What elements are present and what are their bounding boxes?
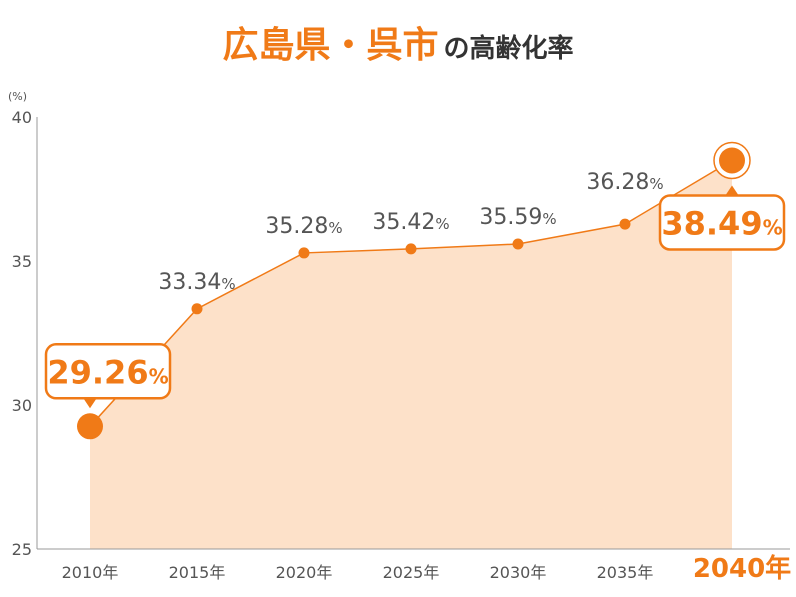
x-tick-label-3: 2025年 (383, 563, 440, 582)
value-callout-0 (44, 343, 172, 400)
point-4 (512, 238, 524, 250)
x-tick-label-5: 2035年 (597, 563, 654, 582)
x-tick-label-2: 2020年 (276, 563, 333, 582)
y-tick-label-30: 30 (12, 396, 32, 415)
point-0 (77, 413, 103, 440)
x-tick-label-6: 2040年 (693, 553, 791, 584)
callout-pointer-6 (726, 185, 738, 195)
y-tick-label-40: 40 (12, 108, 32, 127)
y-axis-unit: (%) (8, 90, 27, 103)
value-label-5: 36.28% (586, 170, 663, 195)
value-label-0: 29.26% (47, 353, 168, 391)
value-label-2: 35.28% (265, 214, 342, 239)
chart-title-sub: の高齢化率 (443, 34, 574, 64)
value-label-4: 35.59% (479, 205, 556, 230)
point-3 (405, 243, 417, 255)
chart-title: 広島県・呉市 の高齢化率 (0, 16, 796, 68)
x-tick-label-4: 2030年 (490, 563, 547, 582)
point-2 (298, 247, 310, 259)
value-label-3: 35.42% (372, 210, 449, 235)
chart-title-main: 広島県・呉市 (222, 25, 439, 66)
point-1 (191, 303, 203, 315)
x-tick-label-0: 2010年 (62, 563, 119, 582)
point-6 (719, 147, 745, 174)
callout-pointer-0 (84, 399, 96, 409)
series-area (90, 160, 732, 549)
value-callout-6 (658, 194, 786, 251)
x-tick-label-1: 2015年 (169, 563, 226, 582)
point-5 (619, 218, 631, 230)
y-tick-label-25: 25 (12, 540, 32, 559)
value-label-6: 38.49% (661, 204, 782, 242)
y-tick-label-35: 35 (12, 252, 32, 271)
value-label-1: 33.34% (158, 270, 235, 295)
